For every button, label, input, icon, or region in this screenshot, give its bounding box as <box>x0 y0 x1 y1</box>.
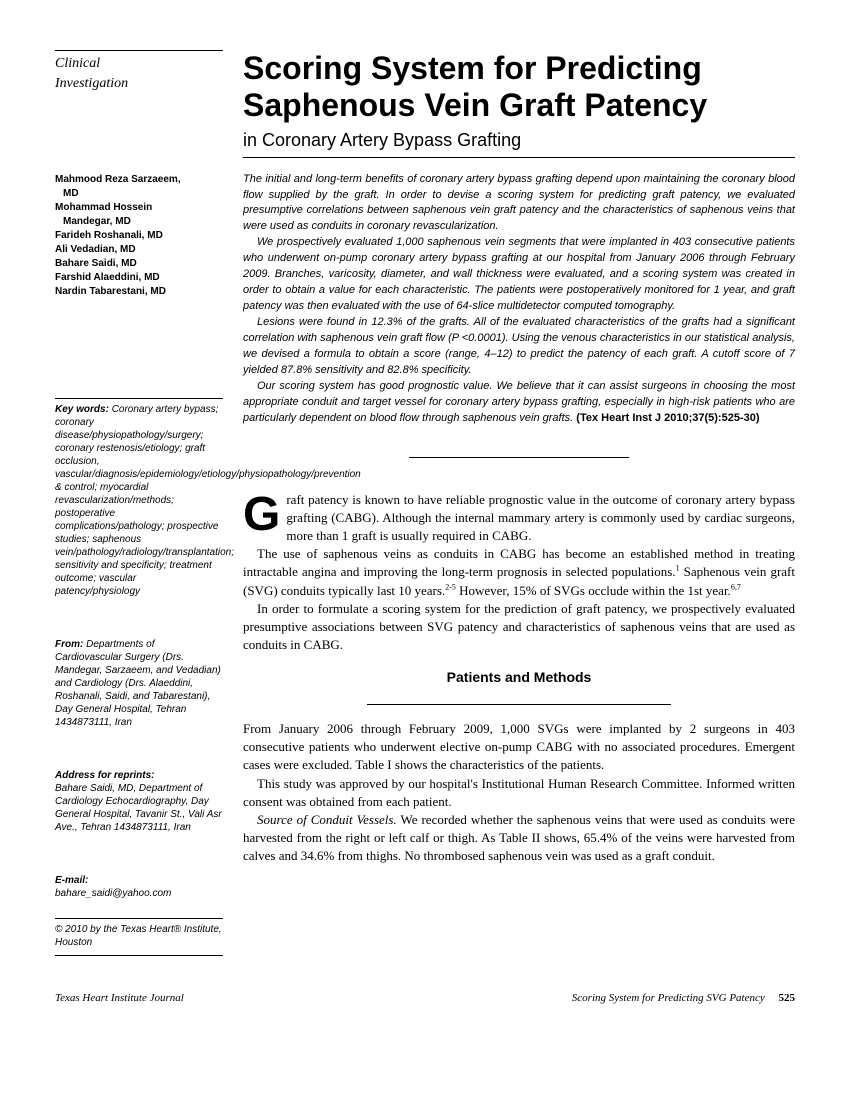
reprints-text: Bahare Saidi, MD, Department of Cardiolo… <box>55 783 222 833</box>
email-label: E-mail: <box>55 874 223 887</box>
page-footer: Texas Heart Institute Journal Scoring Sy… <box>55 992 795 1004</box>
author: Nardin Tabarestani, MD <box>55 285 223 298</box>
section-label-1: Clinical <box>55 55 223 73</box>
ref-6-7: 6,7 <box>731 582 741 591</box>
sidebar-rule <box>55 50 223 51</box>
footer-right: Scoring System for Predicting SVG Patenc… <box>572 992 795 1004</box>
intro-p3: In order to formulate a scoring system f… <box>243 600 795 655</box>
author-degree: MD <box>55 187 223 200</box>
reprints-label: Address for reprints: <box>55 769 223 782</box>
abstract-p3: Lesions were found in 12.3% of the graft… <box>243 315 795 379</box>
from-text: Departments of Cardiovascular Surgery (D… <box>55 639 221 728</box>
sidebar-rule <box>55 398 223 399</box>
author: Bahare Saidi, MD <box>55 257 223 270</box>
footer-article-title: Scoring System for Predicting SVG Patenc… <box>572 992 765 1004</box>
abstract-p1: The initial and long-term benefits of co… <box>243 172 795 236</box>
page-number: 525 <box>779 992 796 1004</box>
methods-p3-runin: Source of Conduit Vessels. <box>257 812 397 827</box>
copyright-text: © 2010 by the Texas Heart® Institute, Ho… <box>55 923 223 949</box>
author-list: Mahmood Reza Sarzaeem, MD Mohammad Hosse… <box>55 173 223 298</box>
methods-p1: From January 2006 through February 2009,… <box>243 720 795 775</box>
keywords-label: Key words: <box>55 404 109 415</box>
email-text: bahare_saidi@yahoo.com <box>55 888 171 899</box>
author: Ali Vedadian, MD <box>55 243 223 256</box>
sidebar-rule <box>55 955 223 956</box>
section-label-2: Investigation <box>55 75 223 93</box>
author: Farideh Roshanali, MD <box>55 229 223 242</box>
article-subtitle: in Coronary Artery Bypass Grafting <box>243 130 795 151</box>
abstract: The initial and long-term benefits of co… <box>243 172 795 427</box>
article-title: Scoring System for Predicting Saphenous … <box>243 50 795 124</box>
title-rule <box>243 157 795 158</box>
intro-p2: The use of saphenous veins as conduits i… <box>243 545 795 600</box>
abstract-rule <box>243 445 795 463</box>
ref-2-5: 2-5 <box>445 582 456 591</box>
methods-p3: Source of Conduit Vessels. We recorded w… <box>243 811 795 866</box>
methods-p2: This study was approved by our hospital'… <box>243 775 795 811</box>
intro-p1-text: raft patency is known to have reliable p… <box>286 492 795 543</box>
page-layout: Clinical Investigation Mahmood Reza Sarz… <box>55 50 795 960</box>
author: Mohammad Hossein <box>55 201 223 214</box>
body-text: Graft patency is known to have reliable … <box>243 491 795 866</box>
from-label: From: <box>55 639 83 650</box>
intro-p1: Graft patency is known to have reliable … <box>243 491 795 546</box>
footer-journal: Texas Heart Institute Journal <box>55 992 184 1004</box>
section-rule <box>243 692 795 710</box>
dropcap: G <box>243 491 286 536</box>
citation: (Tex Heart Inst J 2010;37(5):525-30) <box>576 412 759 424</box>
abstract-p2: We prospectively evaluated 1,000 sapheno… <box>243 235 795 315</box>
sidebar: Clinical Investigation Mahmood Reza Sarz… <box>55 50 223 960</box>
author: Farshid Alaeddini, MD <box>55 271 223 284</box>
intro-p2c: However, 15% of SVGs occlude within the … <box>456 583 731 598</box>
author: Mahmood Reza Sarzaeem, <box>55 173 223 186</box>
sidebar-rule <box>55 918 223 919</box>
abstract-p4: Our scoring system has good prognostic v… <box>243 379 795 427</box>
methods-heading: Patients and Methods <box>243 668 795 688</box>
author-cont: Mandegar, MD <box>55 215 223 228</box>
main-content: Scoring System for Predicting Saphenous … <box>243 50 795 960</box>
